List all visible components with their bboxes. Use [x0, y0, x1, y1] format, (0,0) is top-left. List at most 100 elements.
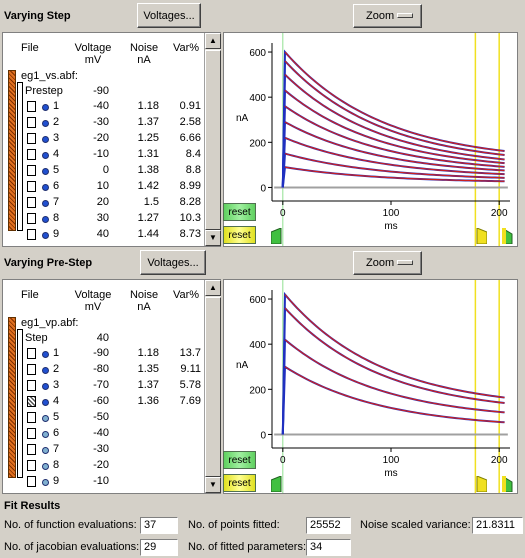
- noise-cell: 1.31: [137, 148, 159, 160]
- table-row[interactable]: 3 -70 1.37 5.78: [27, 379, 203, 393]
- fit-trace: [284, 60, 505, 156]
- row-checkbox[interactable]: [27, 460, 36, 471]
- y-tick-label: 200: [249, 385, 266, 396]
- table-row[interactable]: 1 -90 1.18 13.7: [27, 347, 203, 361]
- table-row[interactable]: 4 -10 1.31 8.4: [27, 148, 203, 162]
- voltage-cell: -30: [93, 116, 109, 128]
- scroll-down-icon[interactable]: ▼: [205, 230, 221, 246]
- zoom-menu-button[interactable]: Zoom: [353, 251, 422, 275]
- trace-number: 4: [53, 148, 60, 160]
- reset-y-button[interactable]: reset: [223, 203, 256, 221]
- left-cursor-marker-icon[interactable]: [271, 228, 283, 244]
- table-row[interactable]: 5 0 1.38 8.8: [27, 164, 203, 178]
- row-checkbox[interactable]: [27, 412, 36, 423]
- table-scrollbar[interactable]: ▲ ▼: [204, 280, 221, 493]
- zoom-menu-button[interactable]: Zoom: [353, 4, 422, 28]
- row-checkbox[interactable]: [27, 117, 36, 128]
- reset-x-button[interactable]: reset: [223, 474, 256, 492]
- voltages-button[interactable]: Voltages...: [137, 3, 201, 28]
- var-cell: 8.4: [185, 148, 201, 160]
- row-checkbox[interactable]: [27, 165, 36, 176]
- right-cursor-marker-icon[interactable]: [475, 228, 487, 244]
- row-checkbox[interactable]: [27, 181, 36, 192]
- row-checkbox[interactable]: [27, 348, 36, 359]
- voltage-cell: -40: [93, 100, 109, 112]
- row-checkbox[interactable]: [27, 364, 36, 375]
- x-axis-label: ms: [384, 468, 397, 479]
- table-row[interactable]: 3 -20 1.25 6.66: [27, 132, 203, 146]
- noise-unit: nA: [137, 54, 151, 66]
- table-scrollbar[interactable]: ▲ ▼: [204, 33, 221, 246]
- file-group-bar: [8, 70, 16, 231]
- table-row[interactable]: 8 30 1.27 10.3: [27, 212, 203, 226]
- trace-color-dot: [42, 383, 49, 390]
- y-tick-label: 0: [260, 183, 266, 194]
- fit-trace: [284, 137, 505, 175]
- end-cursor-marker-icon[interactable]: [502, 228, 514, 244]
- group-value: 40: [96, 332, 109, 344]
- row-checkbox[interactable]: [27, 428, 36, 439]
- voltages-button[interactable]: Voltages...: [140, 250, 206, 275]
- group-bracket: [17, 329, 23, 478]
- y-tick-label: 400: [249, 340, 266, 351]
- trace-color-dot: [42, 367, 49, 374]
- row-checkbox[interactable]: [27, 476, 36, 487]
- table-row[interactable]: 1 -40 1.18 0.91: [27, 100, 203, 114]
- fit-trace: [284, 294, 505, 399]
- jac-evals-label: No. of jacobian evaluations:: [4, 541, 140, 553]
- y-tick-label: 400: [249, 93, 266, 104]
- right-cursor-marker-icon[interactable]: [475, 476, 487, 492]
- trace-color-dot: [42, 104, 49, 111]
- row-checkbox[interactable]: [27, 149, 36, 160]
- points-label: No. of points fitted:: [188, 519, 280, 531]
- table-row[interactable]: 6 10 1.42 8.99: [27, 180, 203, 194]
- table-row[interactable]: 4 -60 1.36 7.69: [27, 395, 203, 409]
- table-row[interactable]: 5 -50: [27, 411, 203, 425]
- jac-evals-value: 29: [140, 539, 178, 556]
- table-row[interactable]: 6 -40: [27, 427, 203, 441]
- fit-trace: [284, 51, 505, 152]
- table-row[interactable]: 9 40 1.44 8.73: [27, 228, 203, 242]
- trace-number: 2: [53, 363, 60, 375]
- end-cursor-marker-icon[interactable]: [502, 476, 514, 492]
- row-checkbox[interactable]: [27, 380, 36, 391]
- trace-number: 8: [53, 459, 60, 471]
- left-cursor-marker-icon[interactable]: [271, 476, 283, 492]
- table-row[interactable]: 2 -80 1.35 9.11: [27, 363, 203, 377]
- table-row[interactable]: 8 -20: [27, 459, 203, 473]
- dropdown-bar-icon: [397, 13, 413, 18]
- y-tick-label: 600: [249, 48, 266, 59]
- noise-cell: 1.42: [137, 180, 159, 192]
- row-checkbox[interactable]: [27, 101, 36, 112]
- table-row[interactable]: 7 20 1.5 8.28: [27, 196, 203, 210]
- file-group-bar: [8, 317, 16, 478]
- scroll-thumb[interactable]: [205, 50, 221, 230]
- dropdown-bar-icon: [397, 260, 413, 265]
- voltage-cell: -30: [93, 443, 109, 455]
- scroll-up-icon[interactable]: ▲: [205, 280, 221, 296]
- row-checkbox[interactable]: [27, 396, 36, 407]
- noise-cell: 1.36: [137, 395, 159, 407]
- data-trace: [281, 291, 505, 435]
- zoom-label: Zoom: [366, 257, 395, 269]
- fit-trace: [284, 307, 505, 404]
- table-row[interactable]: 7 -30: [27, 443, 203, 457]
- row-checkbox[interactable]: [27, 444, 36, 455]
- row-checkbox[interactable]: [27, 229, 36, 240]
- noise-cell: 1.25: [137, 132, 159, 144]
- table-row[interactable]: 9 -10: [27, 475, 203, 489]
- scroll-thumb[interactable]: [205, 297, 221, 477]
- reset-x-button[interactable]: reset: [223, 226, 256, 244]
- row-checkbox[interactable]: [27, 213, 36, 224]
- reset-y-button[interactable]: reset: [223, 451, 256, 469]
- points-value: 25552: [306, 517, 351, 534]
- scroll-down-icon[interactable]: ▼: [205, 477, 221, 493]
- y-tick-label: 200: [249, 138, 266, 149]
- group-label: Step: [25, 332, 48, 344]
- row-checkbox[interactable]: [27, 197, 36, 208]
- row-checkbox[interactable]: [27, 133, 36, 144]
- table-row[interactable]: 2 -30 1.37 2.58: [27, 116, 203, 130]
- noise-header: Noise: [129, 289, 159, 301]
- voltage-unit: mV: [84, 54, 102, 66]
- scroll-up-icon[interactable]: ▲: [205, 33, 221, 49]
